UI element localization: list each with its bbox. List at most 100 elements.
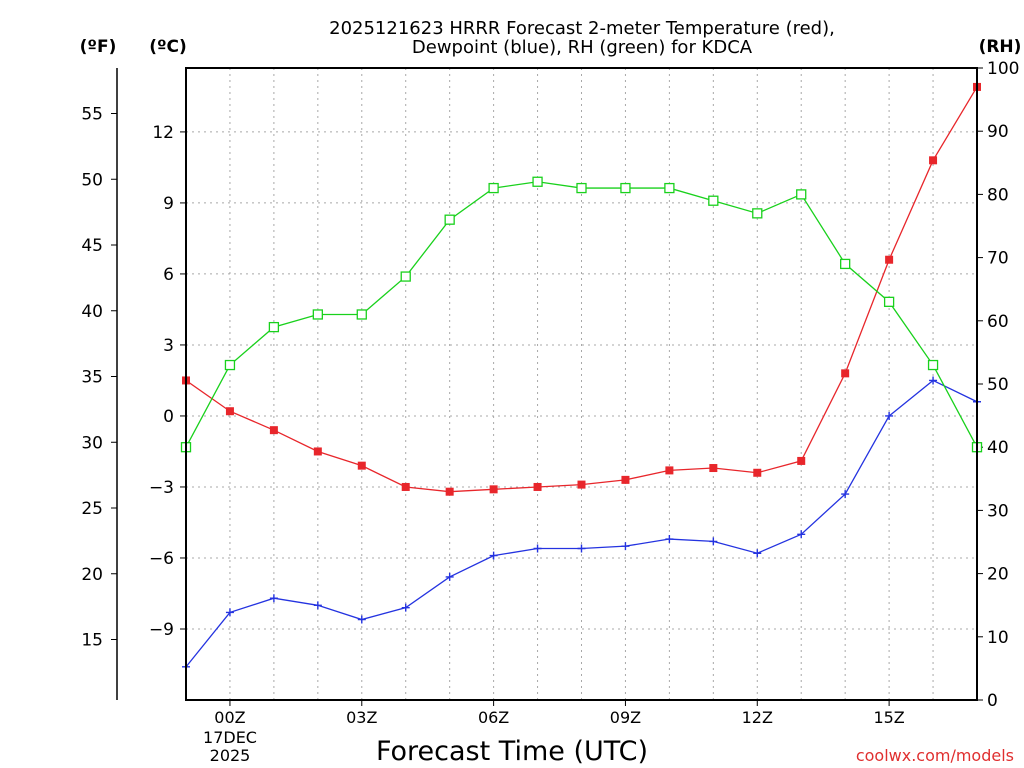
rh-point bbox=[796, 189, 807, 200]
dewpoint-point bbox=[621, 542, 630, 551]
dewpoint-point bbox=[225, 608, 234, 617]
dewpoint-point bbox=[401, 603, 410, 612]
dewpoint-point bbox=[929, 376, 938, 385]
2-meter-temperature-point bbox=[841, 369, 850, 378]
2-meter-temperature-point bbox=[665, 466, 674, 475]
2-meter-temperature-point bbox=[489, 485, 498, 494]
2-meter-temperature-point bbox=[753, 468, 762, 477]
rh-point bbox=[840, 258, 851, 270]
celsius-tick-label: −9 bbox=[149, 620, 174, 640]
celsius-tick-label: 3 bbox=[163, 336, 174, 356]
fahrenheit-tick-label: 40 bbox=[81, 302, 103, 322]
celsius-tick-label: −6 bbox=[149, 549, 174, 569]
fahrenheit-tick-label: 25 bbox=[81, 499, 103, 519]
fahrenheit-ticks: 55 50 45 40 35 30 25 20 15 bbox=[81, 104, 117, 651]
x-axis-label: Forecast Time (UTC) bbox=[376, 736, 648, 767]
rh-tick-label: 100 bbox=[987, 59, 1019, 79]
rh-point bbox=[312, 309, 323, 320]
dewpoint-point bbox=[489, 551, 498, 560]
rh-point bbox=[224, 359, 236, 371]
rh-point bbox=[488, 182, 499, 194]
rh-point bbox=[400, 271, 411, 282]
2-meter-temperature-point bbox=[885, 255, 894, 264]
dewpoint-point bbox=[357, 615, 366, 624]
fahrenheit-unit-label: (ºF) bbox=[80, 37, 117, 57]
rh-tick-label: 60 bbox=[987, 312, 1009, 332]
2-meter-temperature-point bbox=[445, 487, 454, 496]
celsius-ticks: 12 9 6 3 0 −3 −6 −9 bbox=[149, 123, 186, 640]
celsius-tick-label: −3 bbox=[149, 478, 174, 498]
rh-point bbox=[883, 296, 895, 307]
dewpoint-point bbox=[533, 544, 542, 553]
fahrenheit-tick-label: 20 bbox=[81, 565, 103, 585]
rh-tick-label: 0 bbox=[987, 691, 998, 711]
celsius-tick-label: 9 bbox=[163, 194, 174, 214]
date-label-line2: 2025 bbox=[210, 746, 251, 765]
x-tick-label: 03Z bbox=[346, 708, 377, 727]
rh-tick-label: 70 bbox=[987, 249, 1009, 269]
celsius-tick-label: 6 bbox=[163, 265, 174, 285]
rh-point bbox=[927, 359, 939, 371]
2-meter-temperature-point bbox=[621, 475, 630, 484]
dewpoint-point bbox=[841, 490, 850, 499]
rh-point bbox=[664, 182, 675, 194]
2-meter-temperature-point bbox=[313, 447, 322, 456]
dewpoint-point bbox=[269, 594, 278, 603]
x-tick-label: 09Z bbox=[610, 708, 641, 727]
rh-tick-label: 30 bbox=[987, 501, 1009, 521]
2-meter-temperature-point bbox=[577, 480, 586, 489]
2-meter-temperature-point bbox=[401, 482, 410, 491]
x-tick-label: 12Z bbox=[742, 708, 773, 727]
x-tick-label: 00Z bbox=[214, 708, 245, 727]
x-ticks: 00Z 03Z 06Z 09Z 12Z 15Z bbox=[214, 700, 905, 727]
rh-point bbox=[708, 195, 719, 206]
dewpoint-point bbox=[797, 530, 806, 539]
rh-point bbox=[268, 321, 280, 333]
fahrenheit-tick-label: 15 bbox=[81, 631, 103, 651]
celsius-tick-label: 12 bbox=[152, 123, 174, 143]
rh-tick-label: 80 bbox=[987, 185, 1009, 205]
chart-title-line2: Dewpoint (blue), RH (green) for KDCA bbox=[412, 37, 753, 58]
x-tick-label: 06Z bbox=[478, 708, 509, 727]
fahrenheit-tick-label: 30 bbox=[81, 433, 103, 453]
x-tick-label: 15Z bbox=[873, 708, 904, 727]
celsius-tick-label: 0 bbox=[163, 407, 174, 427]
rh-point bbox=[576, 182, 587, 194]
rh-point bbox=[620, 182, 631, 194]
dewpoint-point bbox=[709, 537, 718, 546]
rh-point bbox=[444, 214, 455, 225]
watermark: coolwx.com/models bbox=[856, 746, 1014, 765]
dewpoint-point bbox=[665, 535, 674, 544]
celsius-unit-label: (ºC) bbox=[149, 37, 187, 57]
dewpoint-point bbox=[753, 549, 762, 558]
fahrenheit-tick-label: 35 bbox=[81, 368, 103, 388]
dewpoint-point bbox=[577, 544, 586, 553]
rh-point bbox=[532, 176, 543, 187]
rh-tick-label: 20 bbox=[987, 565, 1009, 585]
rh-tick-label: 50 bbox=[987, 375, 1009, 395]
2-meter-temperature-point bbox=[225, 407, 234, 416]
fahrenheit-tick-label: 50 bbox=[81, 170, 103, 190]
plot-frame bbox=[185, 67, 978, 701]
series-layer bbox=[180, 82, 983, 671]
grid-lines bbox=[186, 68, 978, 700]
fahrenheit-tick-label: 55 bbox=[81, 104, 103, 124]
rh-tick-label: 10 bbox=[987, 628, 1009, 648]
rh-point bbox=[356, 309, 367, 320]
2-meter-temperature-point bbox=[709, 464, 718, 473]
2-meter-temperature-point bbox=[533, 482, 542, 491]
dewpoint-point bbox=[313, 601, 322, 610]
dewpoint-point bbox=[445, 572, 454, 581]
2-meter-temperature-point bbox=[929, 156, 938, 165]
2-meter-temperature-point bbox=[797, 456, 806, 465]
date-label-line1: 17DEC bbox=[203, 728, 257, 747]
chart-title-line1: 2025121623 HRRR Forecast 2-meter Tempera… bbox=[329, 18, 835, 39]
rh-tick-label: 90 bbox=[987, 122, 1009, 142]
rh-point bbox=[752, 208, 763, 219]
rh-unit-label: (RH) bbox=[979, 37, 1022, 57]
fahrenheit-tick-label: 45 bbox=[81, 236, 103, 256]
dewpoint-point bbox=[885, 411, 894, 420]
rh-tick-label: 40 bbox=[987, 438, 1009, 458]
